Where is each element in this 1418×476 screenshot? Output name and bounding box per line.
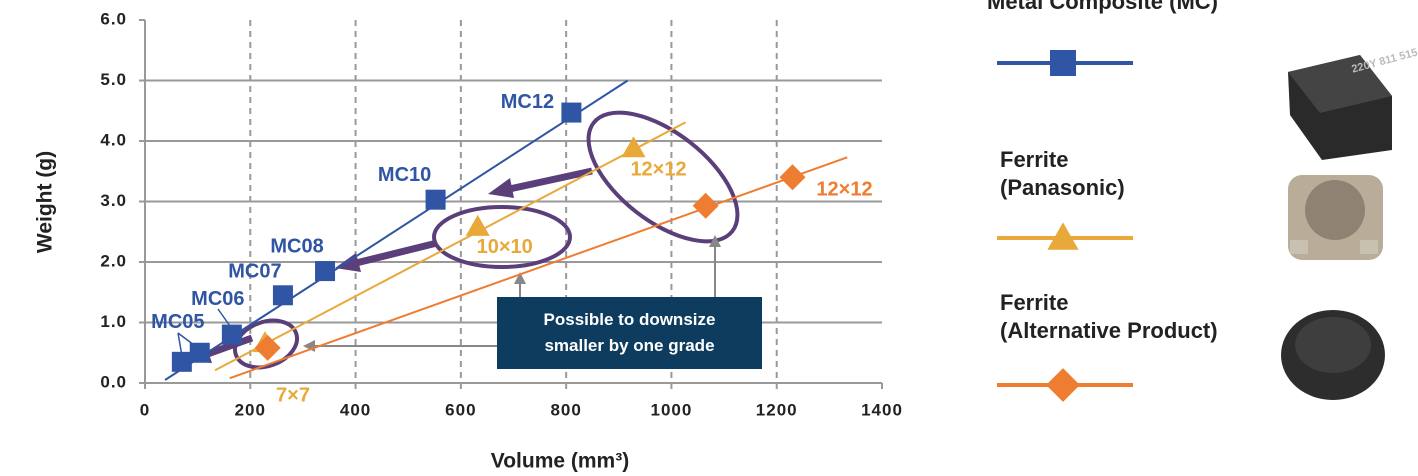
y-tick-label: 2.0 [100,251,127,270]
leader-line [217,308,231,327]
point-label: MC06 [191,288,244,310]
trend-line [164,79,629,381]
data-point [561,102,582,123]
annotations: 220Y 811 515 [177,47,1418,400]
point-label: MC10 [378,164,431,186]
data-point [315,261,336,282]
data-point [254,334,281,361]
point-label: MC05 [151,311,204,333]
data-point [189,342,210,363]
product-photos: 220Y 811 515 [1281,47,1418,400]
data-point [425,189,446,210]
x-tick-label: 400 [340,400,371,419]
y-tick-label: 3.0 [100,191,127,210]
legend-marker [1047,222,1079,250]
point-label: 12×12 [630,159,686,181]
data-point [171,351,192,372]
ellipse [233,318,299,370]
point-label: MC07 [228,261,281,283]
legend-label: Metal Composite (MC) [987,0,1218,14]
x-tick-label: 200 [235,400,266,419]
x-axis-title: Volume (mm³) [491,450,629,473]
y-axis-title: Weight (g) [34,151,57,253]
x-tick-label: 1400 [861,400,903,419]
point-label: 10×10 [477,236,533,258]
point-label: MC12 [501,91,554,113]
annotation-box: Possible to downsize smaller by one grad… [497,297,762,369]
trend-line [229,156,848,380]
legend-marker [1046,368,1080,402]
data-point [779,164,806,191]
x-tick-label: 1000 [651,400,693,419]
y-tick-label: 5.0 [100,70,127,89]
y-tick-label: 0.0 [100,372,127,391]
svg-text:220Y 811 515: 220Y 811 515 [1350,47,1418,76]
data-point [692,192,719,219]
data-point [272,285,293,306]
point-label: MC08 [270,235,323,257]
x-tick-label: 1200 [756,400,798,419]
y-tick-label: 6.0 [100,9,127,28]
x-tick-label: 800 [550,400,581,419]
ellipse [586,110,740,244]
legend-label: Ferrite (Alternative Product) [1000,290,1218,343]
arrows [203,167,593,359]
y-tick-label: 1.0 [100,312,127,331]
data-point [621,136,646,158]
ellipse [432,205,572,269]
data-point [221,324,242,345]
data-point [465,214,490,236]
x-tick-label: 0 [140,400,150,419]
legend-marker [1050,50,1076,76]
y-tick-label: 4.0 [100,130,127,149]
point-label: 12×12 [816,179,872,201]
trend-line [214,121,687,372]
point-label: 7×7 [276,384,310,406]
x-tick-label: 600 [445,400,476,419]
legend-label: Ferrite (Panasonic) [1000,147,1125,200]
